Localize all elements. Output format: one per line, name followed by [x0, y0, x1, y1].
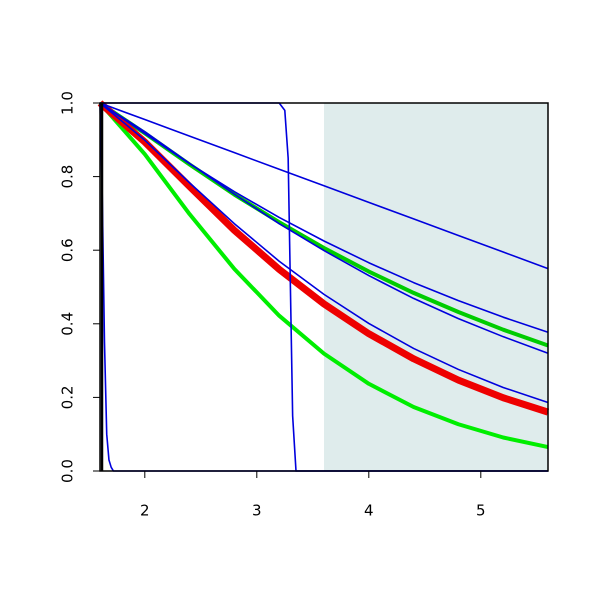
- y-tick-label: 0.8: [59, 165, 77, 189]
- y-tick-label: 0.2: [59, 385, 77, 409]
- x-tick-label: 4: [364, 502, 374, 520]
- x-tick-label: 5: [476, 502, 486, 520]
- curve: [97, 100, 550, 416]
- y-tick-label: 0.0: [59, 459, 77, 483]
- x-tick-label: 3: [252, 502, 262, 520]
- curve: [100, 102, 548, 472]
- curve: [99, 102, 549, 270]
- y-tick-label: 0.4: [59, 312, 77, 336]
- curve: [98, 101, 549, 450]
- curve: [99, 102, 549, 404]
- curve: [99, 102, 549, 354]
- shaded-region: [324, 103, 548, 471]
- x-tick-label: 2: [140, 502, 150, 520]
- y-tick-label: 1.0: [59, 91, 77, 115]
- y-tick-label: 0.6: [59, 238, 77, 262]
- plot-frame: [99, 102, 549, 472]
